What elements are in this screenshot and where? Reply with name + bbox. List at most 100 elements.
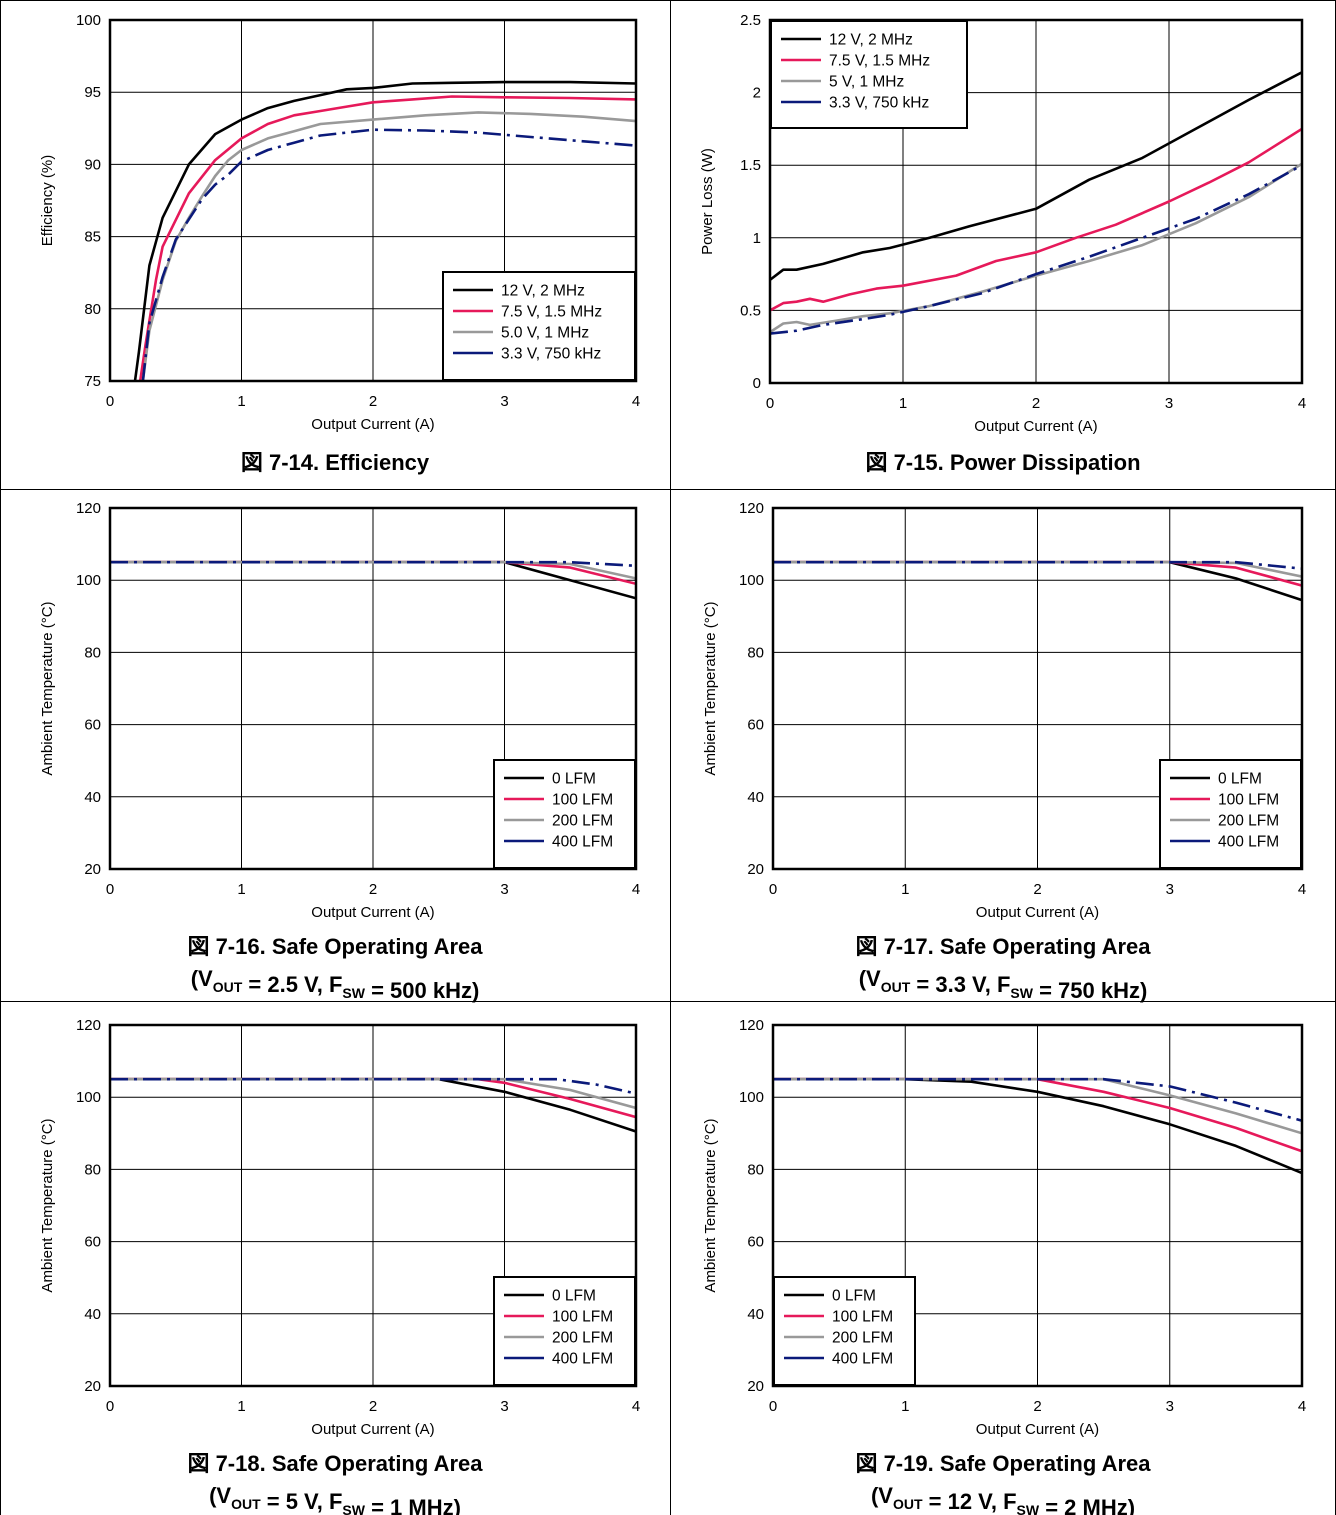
plot-frame bbox=[108, 506, 638, 871]
legend-label: 3.3 V, 750 kHz bbox=[829, 95, 929, 112]
y-tick-label: 2 bbox=[753, 85, 761, 102]
series-line-7-5-v-1-5-mhz bbox=[138, 95, 636, 381]
legend: 0 LFM 100 LFM 200 LFM 400 LFM bbox=[493, 1276, 636, 1386]
x-axis-label: Output Current (A) bbox=[311, 1421, 434, 1438]
x-tick-label: 4 bbox=[1298, 1398, 1306, 1415]
y-tick-label: 40 bbox=[84, 1306, 101, 1323]
x-tick-label: 4 bbox=[1298, 881, 1306, 898]
chart-soa2: 0 1 2 3 4 20 40 60 80 100 120 Output Current (A) Amb… bbox=[702, 500, 1306, 1003]
x-tick-label: 1 bbox=[237, 881, 245, 898]
x-tick-label: 3 bbox=[1166, 1398, 1174, 1415]
x-tick-label: 4 bbox=[632, 881, 640, 898]
y-tick-label: 60 bbox=[747, 717, 764, 734]
y-tick-label: 80 bbox=[84, 644, 101, 661]
plot-frame bbox=[108, 1023, 638, 1388]
legend-label: 400 LFM bbox=[552, 1351, 613, 1368]
y-tick-label: 80 bbox=[747, 1161, 764, 1178]
series-group bbox=[773, 560, 1302, 602]
x-tick-label: 2 bbox=[369, 1398, 377, 1415]
y-axis-label: Ambient Temperature (°C) bbox=[702, 1118, 719, 1292]
figure-caption: 図 7-14. Efficiency bbox=[241, 450, 430, 475]
legend: 12 V, 2 MHz 7.5 V, 1.5 MHz 5 V, 1 MHz 3.3 V… bbox=[770, 20, 968, 129]
plot-frame bbox=[771, 506, 1304, 871]
plot-frame bbox=[108, 18, 638, 383]
x-tick-label: 1 bbox=[901, 1398, 909, 1415]
x-tick-label: 1 bbox=[237, 393, 245, 410]
chart-eff: 0 1 2 3 4 75 80 85 90 95 100 Output Current (A) Effi… bbox=[39, 12, 640, 475]
legend-label: 0 LFM bbox=[552, 771, 596, 788]
x-tick-label: 0 bbox=[106, 1398, 114, 1415]
legend-label: 3.3 V, 750 kHz bbox=[501, 346, 601, 363]
y-tick-label: 60 bbox=[84, 1234, 101, 1251]
series-group bbox=[773, 1077, 1302, 1175]
x-tick-label: 2 bbox=[369, 393, 377, 410]
legend-label: 0 LFM bbox=[1218, 771, 1262, 788]
y-tick-label: 85 bbox=[84, 229, 101, 246]
x-axis-label: Output Current (A) bbox=[976, 1421, 1099, 1438]
legend-label: 5 V, 1 MHz bbox=[829, 74, 904, 91]
y-tick-label: 95 bbox=[84, 84, 101, 101]
plot-frame bbox=[768, 18, 1304, 385]
chart-soa1: 0 1 2 3 4 20 40 60 80 100 120 Output Current (A) Amb… bbox=[39, 500, 640, 1003]
legend-label: 100 LFM bbox=[1218, 792, 1279, 809]
y-tick-label: 40 bbox=[747, 1306, 764, 1323]
y-axis-label: Ambient Temperature (°C) bbox=[702, 601, 719, 775]
series-line-3-3-v-750-khz bbox=[141, 128, 636, 381]
y-tick-label: 80 bbox=[84, 1161, 101, 1178]
legend-label: 0 LFM bbox=[552, 1288, 596, 1305]
x-axis-label: Output Current (A) bbox=[311, 416, 434, 433]
series-line-3-3-v-750-khz bbox=[770, 164, 1302, 335]
y-tick-label: 20 bbox=[84, 1378, 101, 1395]
x-tick-label: 2 bbox=[1033, 1398, 1041, 1415]
x-tick-label: 2 bbox=[1032, 395, 1040, 412]
y-tick-label: 100 bbox=[76, 12, 101, 29]
legend-label: 200 LFM bbox=[832, 1330, 893, 1347]
series-group bbox=[110, 560, 636, 600]
y-tick-label: 100 bbox=[76, 1089, 101, 1106]
legend-label: 100 LFM bbox=[552, 1309, 613, 1326]
legend-label: 12 V, 2 MHz bbox=[501, 283, 585, 300]
y-axis-label: Ambient Temperature (°C) bbox=[39, 1118, 56, 1292]
legend-label: 200 LFM bbox=[1218, 813, 1279, 830]
series-group bbox=[110, 1077, 636, 1133]
legend-label: 0 LFM bbox=[832, 1288, 876, 1305]
y-tick-label: 100 bbox=[739, 1089, 764, 1106]
legend-label: 12 V, 2 MHz bbox=[829, 32, 913, 49]
legend-label: 100 LFM bbox=[552, 792, 613, 809]
series-line-12-v-2-mhz bbox=[133, 80, 636, 381]
plot-frame bbox=[771, 1023, 1304, 1388]
legend: 0 LFM 100 LFM 200 LFM 400 LFM bbox=[493, 759, 636, 869]
y-tick-label: 0.5 bbox=[740, 302, 761, 319]
x-tick-label: 0 bbox=[769, 1398, 777, 1415]
legend-label: 400 LFM bbox=[552, 834, 613, 851]
y-tick-label: 75 bbox=[84, 373, 101, 390]
legend-label: 100 LFM bbox=[832, 1309, 893, 1326]
y-tick-label: 1.5 bbox=[740, 157, 761, 174]
y-tick-label: 120 bbox=[76, 1017, 101, 1034]
figure-caption: 図 7-16. Safe Operating Area bbox=[187, 934, 483, 959]
x-tick-label: 4 bbox=[632, 1398, 640, 1415]
series-line-400-lfm bbox=[773, 1077, 1302, 1122]
y-tick-label: 40 bbox=[84, 789, 101, 806]
series-line-200-lfm bbox=[110, 1077, 636, 1110]
x-tick-label: 0 bbox=[106, 881, 114, 898]
x-tick-label: 4 bbox=[632, 393, 640, 410]
series-line-200-lfm bbox=[110, 560, 636, 580]
x-tick-label: 1 bbox=[901, 881, 909, 898]
y-tick-label: 120 bbox=[739, 1017, 764, 1034]
legend: 0 LFM 100 LFM 200 LFM 400 LFM bbox=[1159, 759, 1302, 869]
x-tick-label: 0 bbox=[106, 393, 114, 410]
x-axis-label: Output Current (A) bbox=[974, 418, 1097, 435]
x-tick-label: 4 bbox=[1298, 395, 1306, 412]
x-tick-label: 3 bbox=[500, 1398, 508, 1415]
chart-soa4: 0 1 2 3 4 20 40 60 80 100 120 Output Current (A) Amb… bbox=[702, 1017, 1306, 1515]
legend-label: 200 LFM bbox=[552, 1330, 613, 1347]
series-line-400-lfm bbox=[110, 1077, 636, 1095]
figure-caption-sub: (VOUT = 12 V, FSW = 2 MHz) bbox=[871, 1483, 1135, 1515]
y-tick-label: 120 bbox=[739, 500, 764, 517]
y-tick-label: 80 bbox=[747, 644, 764, 661]
series-line-400-lfm bbox=[773, 560, 1302, 570]
series-group bbox=[770, 71, 1302, 335]
